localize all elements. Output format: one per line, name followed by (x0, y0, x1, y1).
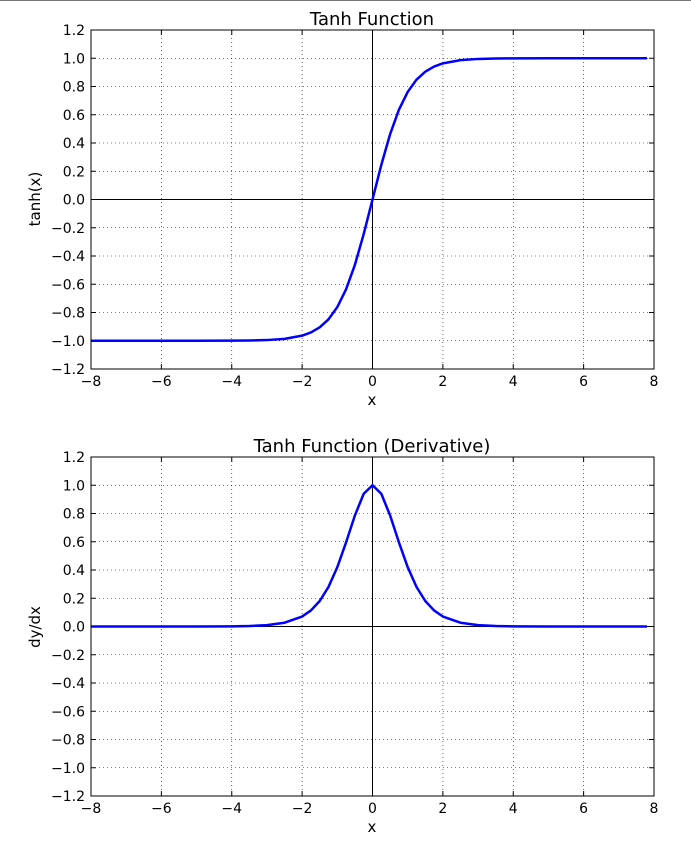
y-tick-label: 0.0 (63, 193, 85, 209)
plot-area: −8 −6 −4 −2 0 2 4 6 8 1.2 1.0 0.8 0.6 0.4 0.2 0.0 −0.2 −0… (51, 23, 658, 390)
x-tick-label: 4 (509, 801, 518, 817)
x-tick-label: −6 (151, 374, 172, 390)
y-tick-label: −1.0 (51, 334, 85, 350)
chart-title: Tanh Function (Derivative) (253, 436, 491, 457)
y-tick-label: 1.0 (63, 478, 85, 494)
x-tick-label: −2 (292, 801, 313, 817)
y-tick-label: 0.0 (63, 620, 85, 636)
top-border (0, 0, 691, 1)
x-tick-label: −6 (151, 801, 172, 817)
plot-frame (90, 29, 655, 370)
y-tick-label: 0.8 (63, 80, 85, 96)
y-tick-label: −0.4 (51, 676, 85, 692)
y-axis-label: tanh(x) (26, 172, 44, 227)
x-tick-label: −8 (81, 801, 102, 817)
x-tick-label: 6 (579, 801, 588, 817)
y-tick-label: 0.6 (63, 108, 85, 124)
x-tick-label: −2 (292, 374, 313, 390)
y-tick-label: 0.2 (63, 164, 85, 180)
x-tick-label: 8 (650, 801, 659, 817)
y-tick-label: −1.0 (51, 761, 85, 777)
x-tick-label: −4 (221, 801, 242, 817)
y-tick-label: 0.8 (63, 507, 85, 523)
y-tick-label: −0.2 (51, 221, 85, 237)
y-tick-label: −0.4 (51, 249, 85, 265)
series-line (91, 57, 647, 342)
y-tick-label: −0.8 (51, 733, 85, 749)
x-tick-label: 6 (579, 374, 588, 390)
y-tick-label: 1.0 (63, 51, 85, 67)
y-tick-label: −0.6 (51, 704, 85, 720)
chart-title: Tanh Function (309, 9, 434, 30)
plot-area: −8 −6 −4 −2 0 2 4 6 8 1.2 1.0 0.8 0.6 0.4 0.2 0.0 −0.2 −0… (51, 450, 658, 817)
y-tick-label: −0.6 (51, 277, 85, 293)
x-tick-label: 8 (650, 374, 659, 390)
tanh-chart: Tanh Function x tanh(x) −8 −6 −4 −2 0 2 4 6 8 1.2… (26, 9, 658, 409)
x-axis-label: x (368, 818, 377, 836)
y-tick-label: 0.2 (63, 591, 85, 607)
plot-frame (90, 456, 655, 797)
y-axis-label: dy/dx (26, 606, 44, 648)
y-tick-label: 1.2 (63, 450, 85, 466)
y-tick-label: 0.4 (63, 563, 85, 579)
y-tick-label: −1.2 (51, 362, 85, 378)
series-line (91, 484, 647, 628)
y-tick-label: 0.4 (63, 136, 85, 152)
y-tick-label: −0.2 (51, 648, 85, 664)
x-tick-label: −8 (81, 374, 102, 390)
x-tick-label: 0 (368, 374, 377, 390)
x-tick-label: −4 (221, 374, 242, 390)
x-axis-label: x (368, 391, 377, 409)
y-tick-label: −1.2 (51, 789, 85, 805)
y-tick-label: −0.8 (51, 306, 85, 322)
x-tick-label: 0 (368, 801, 377, 817)
x-tick-label: 4 (509, 374, 518, 390)
y-tick-label: 1.2 (63, 23, 85, 39)
x-tick-label: 2 (438, 801, 447, 817)
tanh-derivative-chart: Tanh Function (Derivative) x dy/dx −8 −6−… (26, 436, 658, 836)
x-tick-label: 2 (438, 374, 447, 390)
y-tick-label: 0.6 (63, 535, 85, 551)
